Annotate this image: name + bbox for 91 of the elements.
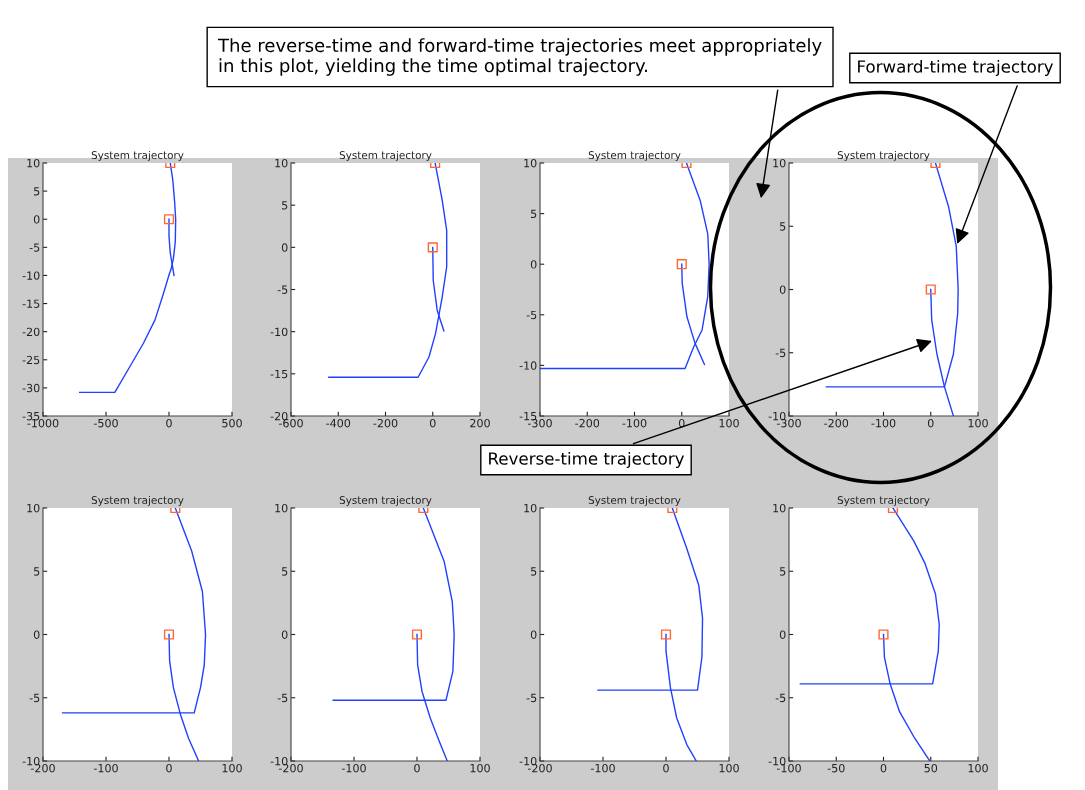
y-tick-label: 10 [27,503,40,513]
y-tick-label: 0 [281,243,288,252]
y-tick-label: 10 [773,158,786,168]
x-tick-label: -200 [373,418,398,428]
y-tick-label: 0 [33,630,40,639]
y-tick-label: 0 [530,260,537,269]
y-tick-label: -10 [519,361,537,370]
y-tick-label: -10 [270,327,288,337]
y-tick-label: 5 [282,201,288,210]
y-tick-label: -5 [29,693,40,703]
y-tick-label: 10 [524,503,537,513]
x-tick-label: -400 [326,418,351,428]
x-tick-label: -100 [93,763,118,773]
x-tick-label: 0 [429,418,436,428]
chart-title: System trajectory [837,495,930,506]
x-tick-label: 100 [719,418,739,428]
x-tick-label: 100 [222,763,242,773]
chart-title: System trajectory [91,150,184,161]
y-tick-label: -5 [277,285,288,294]
y-tick-label: 5 [780,222,786,231]
annotation: Reverse-time trajectory [489,451,685,469]
x-tick-label: -200 [824,418,849,428]
x-tick-label: 500 [222,418,242,428]
y-tick-label: -5 [526,693,537,703]
x-tick-label: -200 [575,418,600,428]
x-tick-label: 0 [166,763,172,773]
y-tick-label: -10 [22,756,40,766]
y-tick-label: 10 [524,158,537,168]
y-tick-label: -20 [22,327,40,337]
y-tick-label: -5 [29,243,40,252]
x-tick-label: 200 [470,418,490,428]
chart-title: System trajectory [91,495,184,506]
y-tick-label: -10 [270,756,288,766]
y-tick-label: 10 [27,158,40,168]
x-tick-label: 0 [663,763,669,773]
x-tick-label: 100 [968,418,988,428]
y-tick-label: -20 [270,411,288,421]
chart-title: System trajectory [588,150,681,161]
y-tick-label: 0 [33,215,40,224]
x-tick-label: 0 [880,763,887,773]
x-tick-label: -100 [341,763,366,773]
y-tick-label: -5 [775,348,786,358]
x-tick-label: -50 [827,763,845,773]
y-tick-label: -5 [775,693,786,703]
y-tick-label: 0 [530,630,537,639]
x-tick-label: 100 [968,763,988,773]
x-tick-label: -500 [93,418,118,428]
y-tick-label: 5 [531,567,537,576]
y-tick-label: 10 [275,158,288,168]
y-tick-label: 10 [275,503,288,513]
chart-title: System trajectory [837,150,930,161]
y-tick-label: 5 [282,567,288,576]
y-tick-label: 0 [779,285,786,294]
y-tick-label: -15 [270,369,288,379]
y-tick-label: -15 [22,299,40,308]
line-series [328,163,448,378]
x-tick-label: -100 [590,763,615,773]
y-tick-label: -10 [519,756,537,766]
x-tick-label: -100 [622,418,647,428]
y-tick-label: 0 [779,630,786,639]
y-tick-label: 5 [780,567,786,576]
line-series [540,163,710,370]
y-tick-label: -10 [768,756,786,766]
text: The reverse-time and forward-time trajectories meet appropriately in this plot, yielding the time optimal trajectory. [217,38,822,76]
x-tick-label: 50 [924,763,938,773]
y-tick-label: -10 [22,271,40,280]
y-tick-label: 0 [281,630,288,639]
chart-title: System trajectory [588,495,681,506]
y-tick-label: -5 [277,693,288,703]
x-tick-label: 0 [927,418,934,428]
chart-title: System trajectory [339,495,432,506]
x-tick-label: 0 [678,418,685,428]
x-tick-label: -1000 [27,418,59,428]
annotation: Forward-time trajectory [858,59,1054,77]
y-tick-label: 5 [34,187,40,196]
x-tick-label: -100 [871,418,896,428]
y-tick-label: -35 [22,411,40,421]
chart-title: System trajectory [339,150,432,161]
y-tick-label: -5 [526,310,537,320]
x-tick-label: 0 [166,418,172,428]
y-tick-label: 5 [531,209,537,218]
y-tick-label: -10 [768,411,786,421]
x-tick-label: 100 [719,763,739,773]
x-tick-label: 100 [470,763,490,773]
line-series [78,163,177,394]
y-tick-label: -30 [22,383,40,393]
y-tick-label: -25 [22,355,40,365]
y-tick-label: 10 [773,503,786,513]
y-tick-label: 5 [34,567,40,576]
y-tick-label: -15 [519,412,537,421]
x-tick-label: 0 [414,763,420,773]
